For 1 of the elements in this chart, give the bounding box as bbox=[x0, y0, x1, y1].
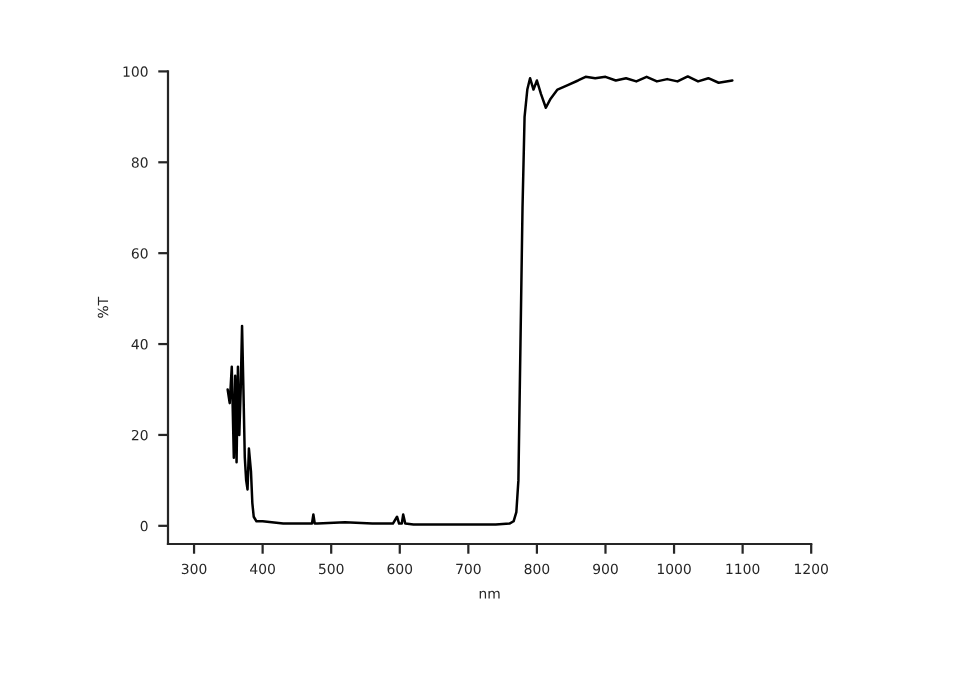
line-series bbox=[226, 75, 734, 526]
